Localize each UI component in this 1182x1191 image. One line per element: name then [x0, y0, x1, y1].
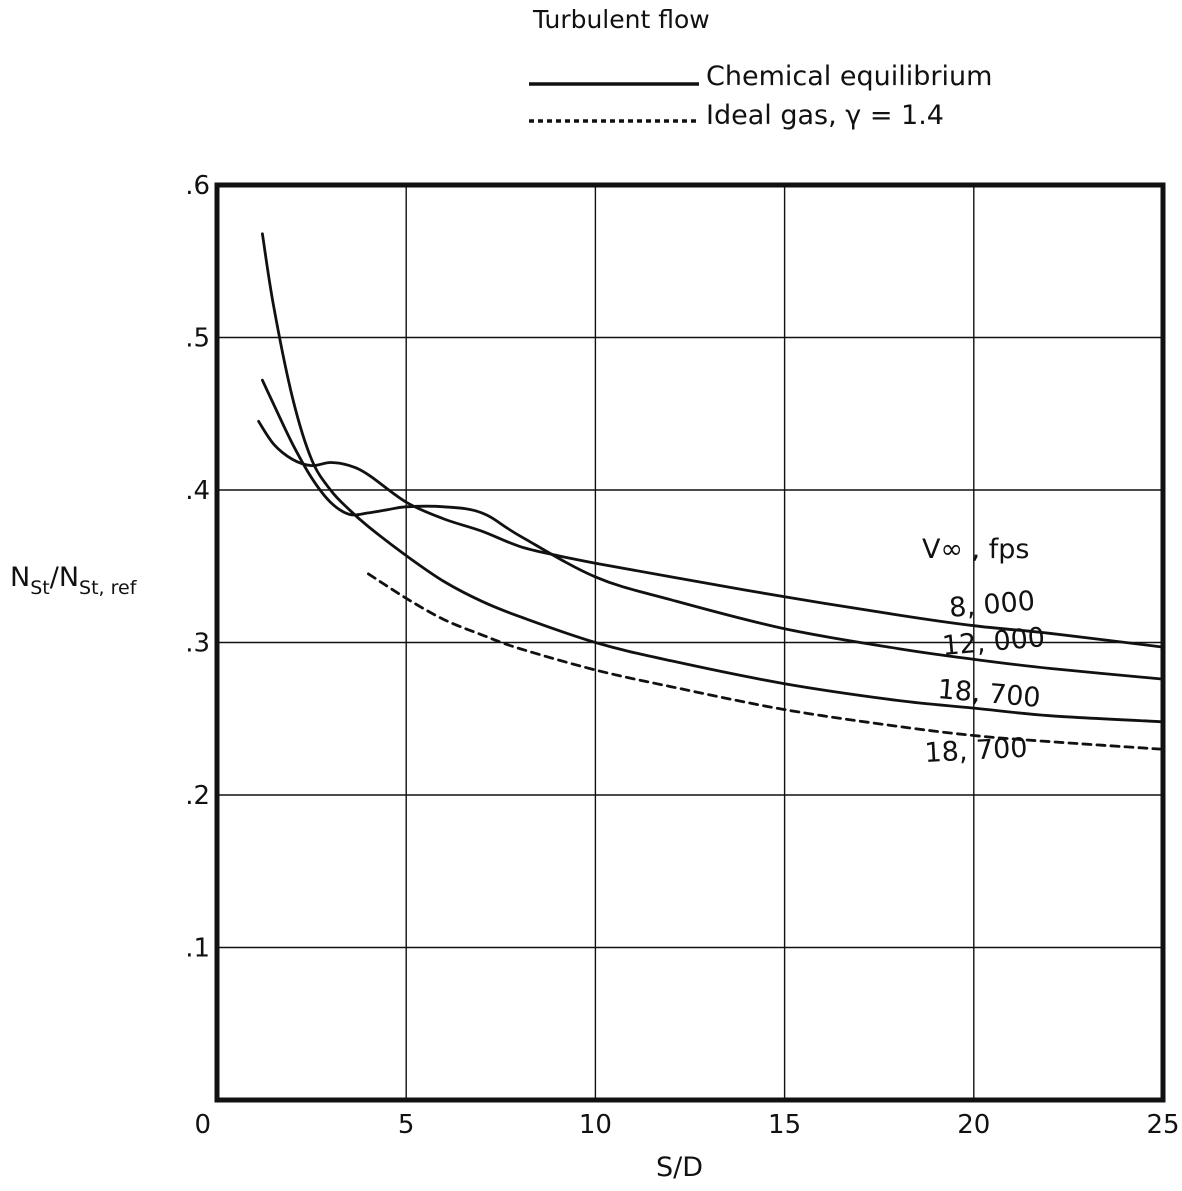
velocity-annotation: V∞ , fps [922, 534, 1029, 565]
curve-label-18700-equilibrium: 18, 700 [936, 674, 1041, 714]
legend-label-ideal-gas: Ideal gas, γ = 1.4 [706, 100, 944, 131]
y-axis-label: NSt/NSt, ref [10, 562, 138, 599]
y-tick-label: .6 [185, 171, 210, 201]
y-axis-label-main-2: N [59, 562, 79, 593]
x-tick-label: 5 [398, 1110, 415, 1140]
y-axis-label-sub1: St [30, 577, 50, 599]
x-tick-label: 0 [194, 1110, 211, 1140]
curve-label-12000: 12, 000 [941, 622, 1046, 662]
x-tick-label: 20 [957, 1110, 990, 1140]
tick-labels: 0 5 10 15 20 25 .1 .2 .3 .4 .5 .6 [185, 171, 1179, 1140]
grid-lines [217, 185, 1163, 1100]
y-tick-label: .2 [185, 781, 210, 811]
curve-label-18700-ideal: 18, 700 [924, 733, 1029, 769]
series-12000-line [261, 378, 1165, 681]
x-tick-label: 25 [1146, 1110, 1179, 1140]
series-18700-ideal-gas-line [367, 572, 1165, 751]
x-axis-label: S/D [656, 1152, 703, 1183]
y-axis-label-slash: / [50, 562, 60, 593]
curve-label-8000: 8, 000 [948, 586, 1036, 624]
y-axis-label-main: N [10, 562, 30, 593]
y-tick-label: .4 [185, 476, 210, 506]
x-tick-label: 10 [579, 1110, 612, 1140]
y-tick-label: .3 [185, 629, 210, 659]
series-lines [257, 232, 1165, 751]
x-tick-label: 15 [768, 1110, 801, 1140]
y-axis-label-sub2: St, ref [79, 577, 138, 599]
y-tick-label: .1 [185, 934, 210, 964]
y-tick-label: .5 [185, 324, 210, 354]
series-18700-equilibrium-line [261, 232, 1165, 724]
legend-label-chemical: Chemical equilibrium [706, 61, 992, 92]
plot-frame [214, 182, 1166, 1103]
chart-title: Turbulent flow [532, 5, 710, 34]
